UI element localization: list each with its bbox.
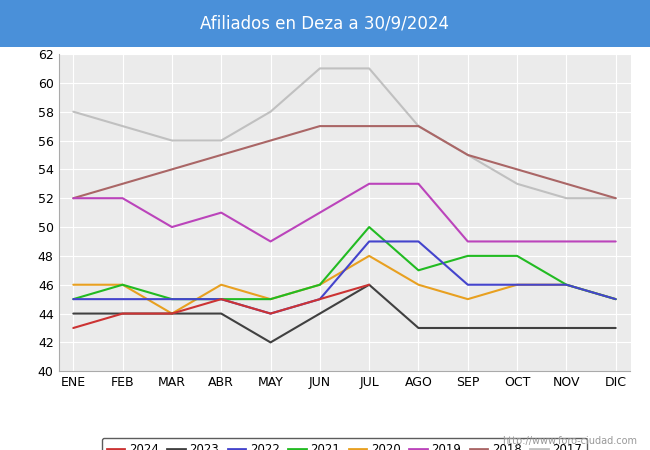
Legend: 2024, 2023, 2022, 2021, 2020, 2019, 2018, 2017: 2024, 2023, 2022, 2021, 2020, 2019, 2018…: [102, 438, 587, 450]
Text: http://www.foro-ciudad.com: http://www.foro-ciudad.com: [502, 436, 637, 446]
Text: Afiliados en Deza a 30/9/2024: Afiliados en Deza a 30/9/2024: [200, 14, 450, 33]
